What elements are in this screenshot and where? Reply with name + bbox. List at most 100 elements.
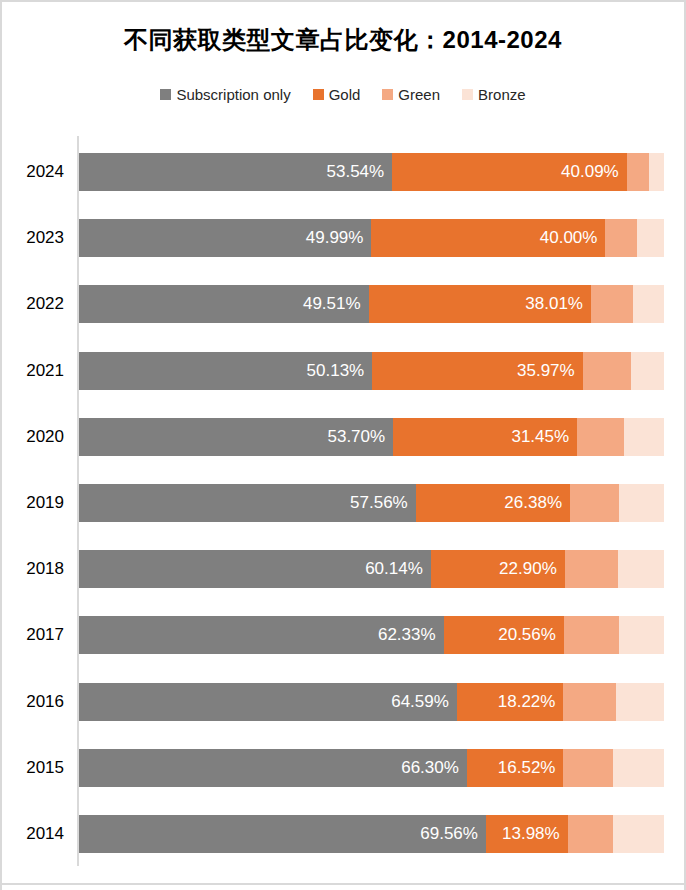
bar-value-label: 62.33%	[378, 616, 444, 654]
bar-segment-gold: 13.98%	[486, 815, 568, 853]
bar-segment-bronze	[637, 219, 664, 257]
bar-segment-green	[605, 219, 637, 257]
chart-row-2024: 53.54% 40.09%	[79, 153, 664, 191]
year-label-2024: 2024	[2, 153, 64, 191]
bar-segment-subscription-only: 60.14%	[79, 550, 431, 588]
bar-value-label: 38.01%	[525, 285, 591, 323]
chart-row-2023: 49.99% 40.00%	[79, 219, 664, 257]
legend-item-bronze: Bronze	[462, 86, 526, 103]
chart-row-2018: 60.14% 22.90%	[79, 550, 664, 588]
year-label-2022: 2022	[2, 285, 64, 323]
year-label-2015: 2015	[2, 749, 64, 787]
bar-value-label: 31.45%	[511, 418, 577, 456]
legend-item-gold: Gold	[313, 86, 361, 103]
chart-row-2022: 49.51% 38.01%	[79, 285, 664, 323]
bar-segment-green	[563, 683, 616, 721]
bar-segment-bronze	[613, 815, 664, 853]
bar-value-label: 20.56%	[498, 616, 564, 654]
chart-row-2015: 66.30% 16.52%	[79, 749, 664, 787]
bar-segment-subscription-only: 53.54%	[79, 153, 392, 191]
chart-bottom-border	[2, 883, 684, 885]
bar-segment-bronze	[613, 749, 664, 787]
bar-value-label: 69.56%	[420, 815, 486, 853]
bar-value-label: 40.00%	[540, 219, 606, 257]
chart-row-2014: 69.56% 13.98%	[79, 815, 664, 853]
bar-value-label: 57.56%	[350, 484, 416, 522]
bar-segment-gold: 16.52%	[467, 749, 564, 787]
bar-segment-bronze	[619, 616, 664, 654]
bar-value-label: 22.90%	[499, 550, 565, 588]
bar-value-label: 60.14%	[365, 550, 431, 588]
bar-segment-subscription-only: 49.51%	[79, 285, 369, 323]
bar-segment-green	[563, 749, 612, 787]
chart-row-2017: 62.33% 20.56%	[79, 616, 664, 654]
bar-segment-green	[565, 550, 618, 588]
chart-row-2016: 64.59% 18.22%	[79, 683, 664, 721]
year-label-2019: 2019	[2, 484, 64, 522]
bar-value-label: 49.99%	[306, 219, 372, 257]
chart-row-2021: 50.13% 35.97%	[79, 352, 664, 390]
bar-segment-gold: 35.97%	[372, 352, 582, 390]
bar-segment-gold: 40.00%	[371, 219, 605, 257]
bar-value-label: 13.98%	[502, 815, 568, 853]
year-label-2014: 2014	[2, 815, 64, 853]
year-label-2023: 2023	[2, 219, 64, 257]
bar-segment-green	[583, 352, 631, 390]
legend-label: Gold	[329, 86, 361, 103]
year-label-2020: 2020	[2, 418, 64, 456]
chart-title: 不同获取类型文章占比变化：2014-2024	[2, 24, 684, 56]
bar-value-label: 18.22%	[498, 683, 564, 721]
bar-segment-green	[577, 418, 624, 456]
legend-item-subscription-only: Subscription only	[160, 86, 290, 103]
chart-row-2019: 57.56% 26.38%	[79, 484, 664, 522]
bar-segment-bronze	[633, 285, 664, 323]
bar-segment-subscription-only: 64.59%	[79, 683, 457, 721]
bar-segment-gold: 20.56%	[444, 616, 564, 654]
bar-value-label: 66.30%	[401, 749, 467, 787]
bar-value-label: 50.13%	[307, 352, 373, 390]
bar-segment-subscription-only: 69.56%	[79, 815, 486, 853]
bar-segment-subscription-only: 57.56%	[79, 484, 416, 522]
bar-segment-green	[591, 285, 633, 323]
chart-canvas: 不同获取类型文章占比变化：2014-2024 Subscription only…	[0, 0, 686, 890]
bar-segment-bronze	[616, 683, 664, 721]
year-label-2018: 2018	[2, 550, 64, 588]
legend-swatch-bronze	[462, 89, 473, 100]
bar-segment-gold: 18.22%	[457, 683, 564, 721]
bar-segment-subscription-only: 62.33%	[79, 616, 444, 654]
bar-segment-subscription-only: 66.30%	[79, 749, 467, 787]
legend-label: Green	[398, 86, 440, 103]
bar-segment-gold: 22.90%	[431, 550, 565, 588]
chart-legend: Subscription only Gold Green Bronze	[2, 86, 684, 103]
bar-segment-green	[564, 616, 619, 654]
bar-segment-gold: 40.09%	[392, 153, 627, 191]
bar-segment-bronze	[631, 352, 664, 390]
bar-segment-green	[568, 815, 613, 853]
bar-segment-bronze	[619, 484, 664, 522]
bar-value-label: 26.38%	[504, 484, 570, 522]
legend-label: Bronze	[478, 86, 526, 103]
bar-value-label: 16.52%	[498, 749, 564, 787]
bar-value-label: 35.97%	[517, 352, 583, 390]
legend-swatch-gold	[313, 89, 324, 100]
chart-row-2020: 53.70% 31.45%	[79, 418, 664, 456]
bar-value-label: 64.59%	[391, 683, 457, 721]
bar-segment-gold: 38.01%	[369, 285, 591, 323]
legend-swatch-green	[382, 89, 393, 100]
bar-segment-subscription-only: 50.13%	[79, 352, 372, 390]
legend-swatch-subscription-only	[160, 89, 171, 100]
bar-segment-subscription-only: 49.99%	[79, 219, 371, 257]
bar-segment-gold: 26.38%	[416, 484, 570, 522]
bar-value-label: 53.54%	[327, 153, 393, 191]
bar-segment-gold: 31.45%	[393, 418, 577, 456]
legend-label: Subscription only	[176, 86, 290, 103]
bar-segment-bronze	[618, 550, 664, 588]
year-label-2021: 2021	[2, 352, 64, 390]
year-label-2017: 2017	[2, 616, 64, 654]
bar-value-label: 53.70%	[327, 418, 393, 456]
legend-item-green: Green	[382, 86, 440, 103]
year-label-2016: 2016	[2, 683, 64, 721]
bar-value-label: 40.09%	[561, 153, 627, 191]
bar-segment-bronze	[649, 153, 664, 191]
bar-segment-subscription-only: 53.70%	[79, 418, 393, 456]
